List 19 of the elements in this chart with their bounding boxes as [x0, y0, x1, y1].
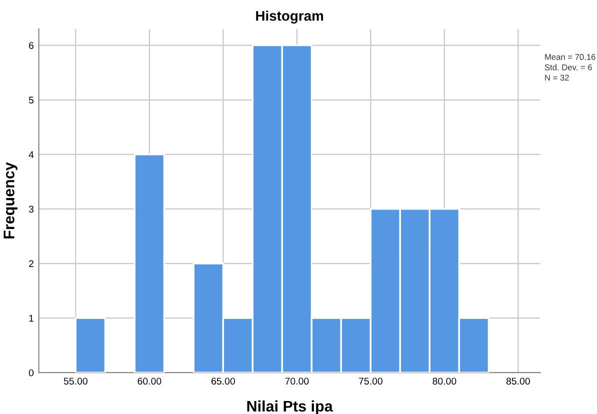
x-tick-label: 60.00	[138, 378, 162, 385]
x-tick-label: 75.00	[359, 378, 382, 385]
y-tick-label: 4	[28, 151, 34, 158]
y-tick-label: 5	[28, 96, 34, 104]
chart-title: Histogram	[256, 10, 324, 24]
y-axis-title: Frequency	[4, 162, 18, 238]
y-tick-label: 1	[29, 314, 34, 322]
text: Mean = 70.16	[545, 54, 596, 60]
text: Std. Dev. = 6	[544, 64, 592, 70]
y-tick-label: 0	[28, 369, 34, 376]
x-tick-label: 55.00	[64, 378, 88, 385]
x-tick-label: 80.00	[432, 378, 456, 385]
y-tick-label: 2	[29, 260, 34, 268]
y-tick-label: 6	[29, 42, 34, 49]
y-tick-label: 3	[28, 206, 34, 213]
x-tick-label: 85.00	[506, 378, 530, 385]
x-tick-label: 70.00	[285, 378, 309, 385]
x-tick-label: 65.00	[212, 378, 235, 385]
text: N = 32	[545, 74, 569, 81]
